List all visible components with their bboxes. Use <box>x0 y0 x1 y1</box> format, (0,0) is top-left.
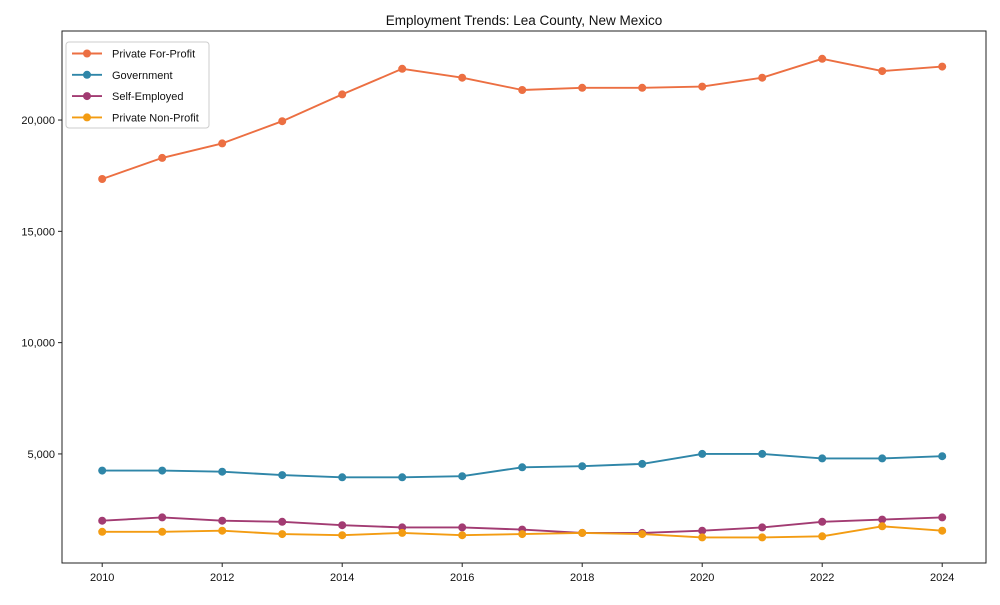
plot-border <box>61 30 987 564</box>
legend-label-private-non-profit: Private Non-Profit <box>112 112 199 124</box>
data-point-private-non-profit <box>518 530 527 539</box>
data-point-private-non-profit <box>698 533 707 542</box>
data-point-private-for-profit <box>578 83 587 92</box>
data-point-private-for-profit <box>158 153 167 162</box>
data-point-government <box>818 454 827 463</box>
x-tick-label: 2018 <box>570 572 594 584</box>
data-point-government <box>338 473 347 482</box>
data-point-self-employed <box>818 517 827 526</box>
data-point-private-non-profit <box>398 528 407 537</box>
data-point-self-employed <box>98 516 107 525</box>
data-point-government <box>578 462 587 471</box>
data-point-private-non-profit <box>218 526 227 535</box>
x-tick-label: 2012 <box>210 572 234 584</box>
data-point-private-non-profit <box>938 526 947 535</box>
data-point-self-employed <box>758 523 767 532</box>
data-point-government <box>638 459 647 468</box>
data-point-self-employed <box>158 513 167 522</box>
data-point-private-non-profit <box>818 532 827 541</box>
data-point-private-non-profit <box>638 530 647 539</box>
data-point-private-for-profit <box>518 86 527 94</box>
data-point-government <box>98 466 107 475</box>
data-point-private-non-profit <box>878 522 887 531</box>
legend-marker-government <box>83 70 91 79</box>
data-point-government <box>698 449 707 458</box>
data-point-government <box>278 471 287 480</box>
legend-box <box>65 41 210 129</box>
y-tick-label: 20,000 <box>21 115 55 127</box>
data-point-government <box>458 472 467 481</box>
legend-marker-private-for-profit <box>83 49 91 58</box>
data-point-private-for-profit <box>398 64 407 73</box>
data-point-private-non-profit <box>98 527 107 536</box>
legend-label-self-employed: Self-Employed <box>112 91 184 103</box>
data-point-government <box>158 466 167 475</box>
x-tick-label: 2014 <box>330 572 354 584</box>
data-point-self-employed <box>278 517 287 526</box>
data-point-private-for-profit <box>458 73 467 82</box>
legend-marker-self-employed <box>83 92 91 101</box>
y-tick-label: 15,000 <box>21 226 55 238</box>
data-point-government <box>218 467 227 476</box>
data-point-private-for-profit <box>338 90 347 99</box>
data-point-self-employed <box>698 526 707 535</box>
data-point-private-non-profit <box>458 531 467 540</box>
x-tick-label: 2010 <box>90 572 114 584</box>
data-point-private-for-profit <box>818 54 827 63</box>
data-point-private-non-profit <box>158 527 167 536</box>
data-point-private-for-profit <box>878 67 887 76</box>
data-point-private-for-profit <box>218 139 227 148</box>
data-point-private-non-profit <box>278 530 287 539</box>
data-point-self-employed <box>458 523 467 532</box>
legend-marker-private-non-profit <box>83 113 91 122</box>
data-point-government <box>878 454 887 463</box>
legend-label-private-for-profit: Private For-Profit <box>112 49 195 61</box>
data-point-self-employed <box>878 515 887 524</box>
axis-ticks: 2010 2012 2014 2016 2018 2020 2022 2024 5,000 10,… <box>21 115 954 584</box>
data-point-private-non-profit <box>578 528 587 537</box>
series <box>98 54 947 542</box>
data-point-self-employed <box>218 516 227 525</box>
series-line-private-for-profit <box>101 57 944 180</box>
data-point-self-employed <box>398 523 407 532</box>
data-point-government <box>518 463 527 472</box>
x-tick-label: 2024 <box>930 572 954 584</box>
data-point-private-for-profit <box>698 82 707 91</box>
data-point-private-for-profit <box>638 83 647 92</box>
data-point-private-for-profit <box>98 175 107 183</box>
data-point-self-employed <box>938 513 947 522</box>
data-point-self-employed <box>338 521 347 530</box>
legend: Private For-Profit Government Self-Employe… <box>65 41 210 129</box>
legend-label-government: Government <box>112 70 173 82</box>
x-tick-label: 2022 <box>810 572 834 584</box>
y-tick-label: 5,000 <box>27 449 55 461</box>
data-point-private-for-profit <box>938 62 947 71</box>
data-point-government <box>758 449 767 458</box>
data-point-private-for-profit <box>278 117 287 126</box>
x-tick-label: 2020 <box>690 572 714 584</box>
chart-title: Employment Trends: Lea County, New Mexic… <box>386 13 663 28</box>
data-point-private-non-profit <box>758 533 767 542</box>
x-tick-label: 2016 <box>450 572 474 584</box>
data-point-government <box>938 452 947 461</box>
data-point-private-for-profit <box>758 73 767 82</box>
data-point-private-non-profit <box>338 531 347 540</box>
y-tick-label: 10,000 <box>21 338 55 350</box>
data-point-government <box>398 473 407 482</box>
